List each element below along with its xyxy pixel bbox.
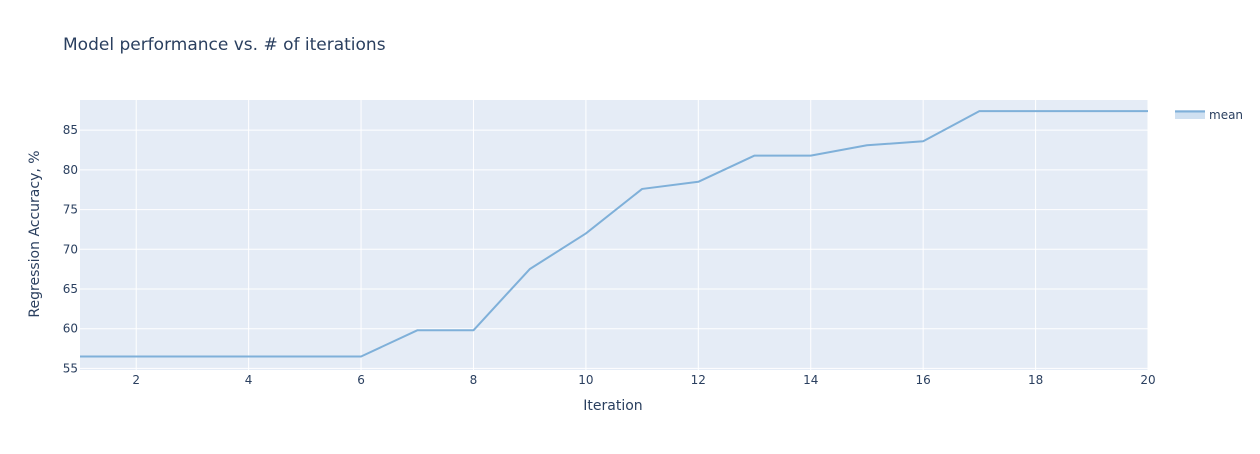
- x-tick-label: 6: [357, 373, 365, 387]
- x-tick-label: 10: [578, 373, 593, 387]
- grid-lines: [80, 100, 1149, 370]
- series-line-mean[interactable]: [80, 110, 1148, 358]
- x-tick-label: 4: [245, 373, 253, 387]
- legend-band: [1175, 110, 1205, 119]
- y-tick-label: 85: [63, 123, 78, 137]
- x-tick-label: 20: [1140, 373, 1155, 387]
- data-point[interactable]: [76, 353, 84, 361]
- data-point[interactable]: [469, 326, 477, 334]
- data-point[interactable]: [1144, 107, 1152, 115]
- data-point[interactable]: [975, 107, 983, 115]
- y-tick-label: 80: [63, 163, 78, 177]
- x-tick-label: 2: [132, 373, 140, 387]
- data-point[interactable]: [638, 185, 646, 193]
- data-point[interactable]: [863, 141, 871, 149]
- x-tick-label: 12: [691, 373, 706, 387]
- y-tick-label: 65: [63, 282, 78, 296]
- y-tick-label: 60: [63, 322, 78, 336]
- data-point[interactable]: [751, 152, 759, 160]
- legend[interactable]: mean: [1175, 108, 1243, 122]
- y-tick-label: 70: [63, 242, 78, 256]
- data-point[interactable]: [1088, 107, 1096, 115]
- data-point[interactable]: [526, 265, 534, 273]
- data-point[interactable]: [413, 326, 421, 334]
- series-layer: [76, 107, 1152, 361]
- y-tick-label: 55: [63, 361, 78, 375]
- x-tick-label: 14: [803, 373, 818, 387]
- data-point[interactable]: [245, 353, 253, 361]
- data-point[interactable]: [188, 353, 196, 361]
- y-tick-label: 75: [63, 203, 78, 217]
- data-point[interactable]: [301, 353, 309, 361]
- chart-title: Model performance vs. # of iterations: [63, 35, 386, 55]
- x-tick-label: 16: [916, 373, 931, 387]
- x-tick-label: 18: [1028, 373, 1043, 387]
- data-point[interactable]: [582, 229, 590, 237]
- legend-label-mean: mean: [1209, 108, 1243, 122]
- data-point[interactable]: [919, 137, 927, 145]
- x-axis-title: Iteration: [583, 398, 642, 414]
- plot-area: [80, 100, 1148, 370]
- data-point[interactable]: [694, 178, 702, 186]
- data-point[interactable]: [807, 152, 815, 160]
- data-point[interactable]: [1032, 107, 1040, 115]
- data-point[interactable]: [132, 353, 140, 361]
- data-point[interactable]: [357, 353, 365, 361]
- x-tick-label: 8: [470, 373, 478, 387]
- tick-labels: 2 4 6 8 10 12 14 16 18 20 55 60 65 70 75 80 85: [63, 123, 1156, 387]
- y-axis-title: Regression Accuracy, %: [27, 150, 43, 317]
